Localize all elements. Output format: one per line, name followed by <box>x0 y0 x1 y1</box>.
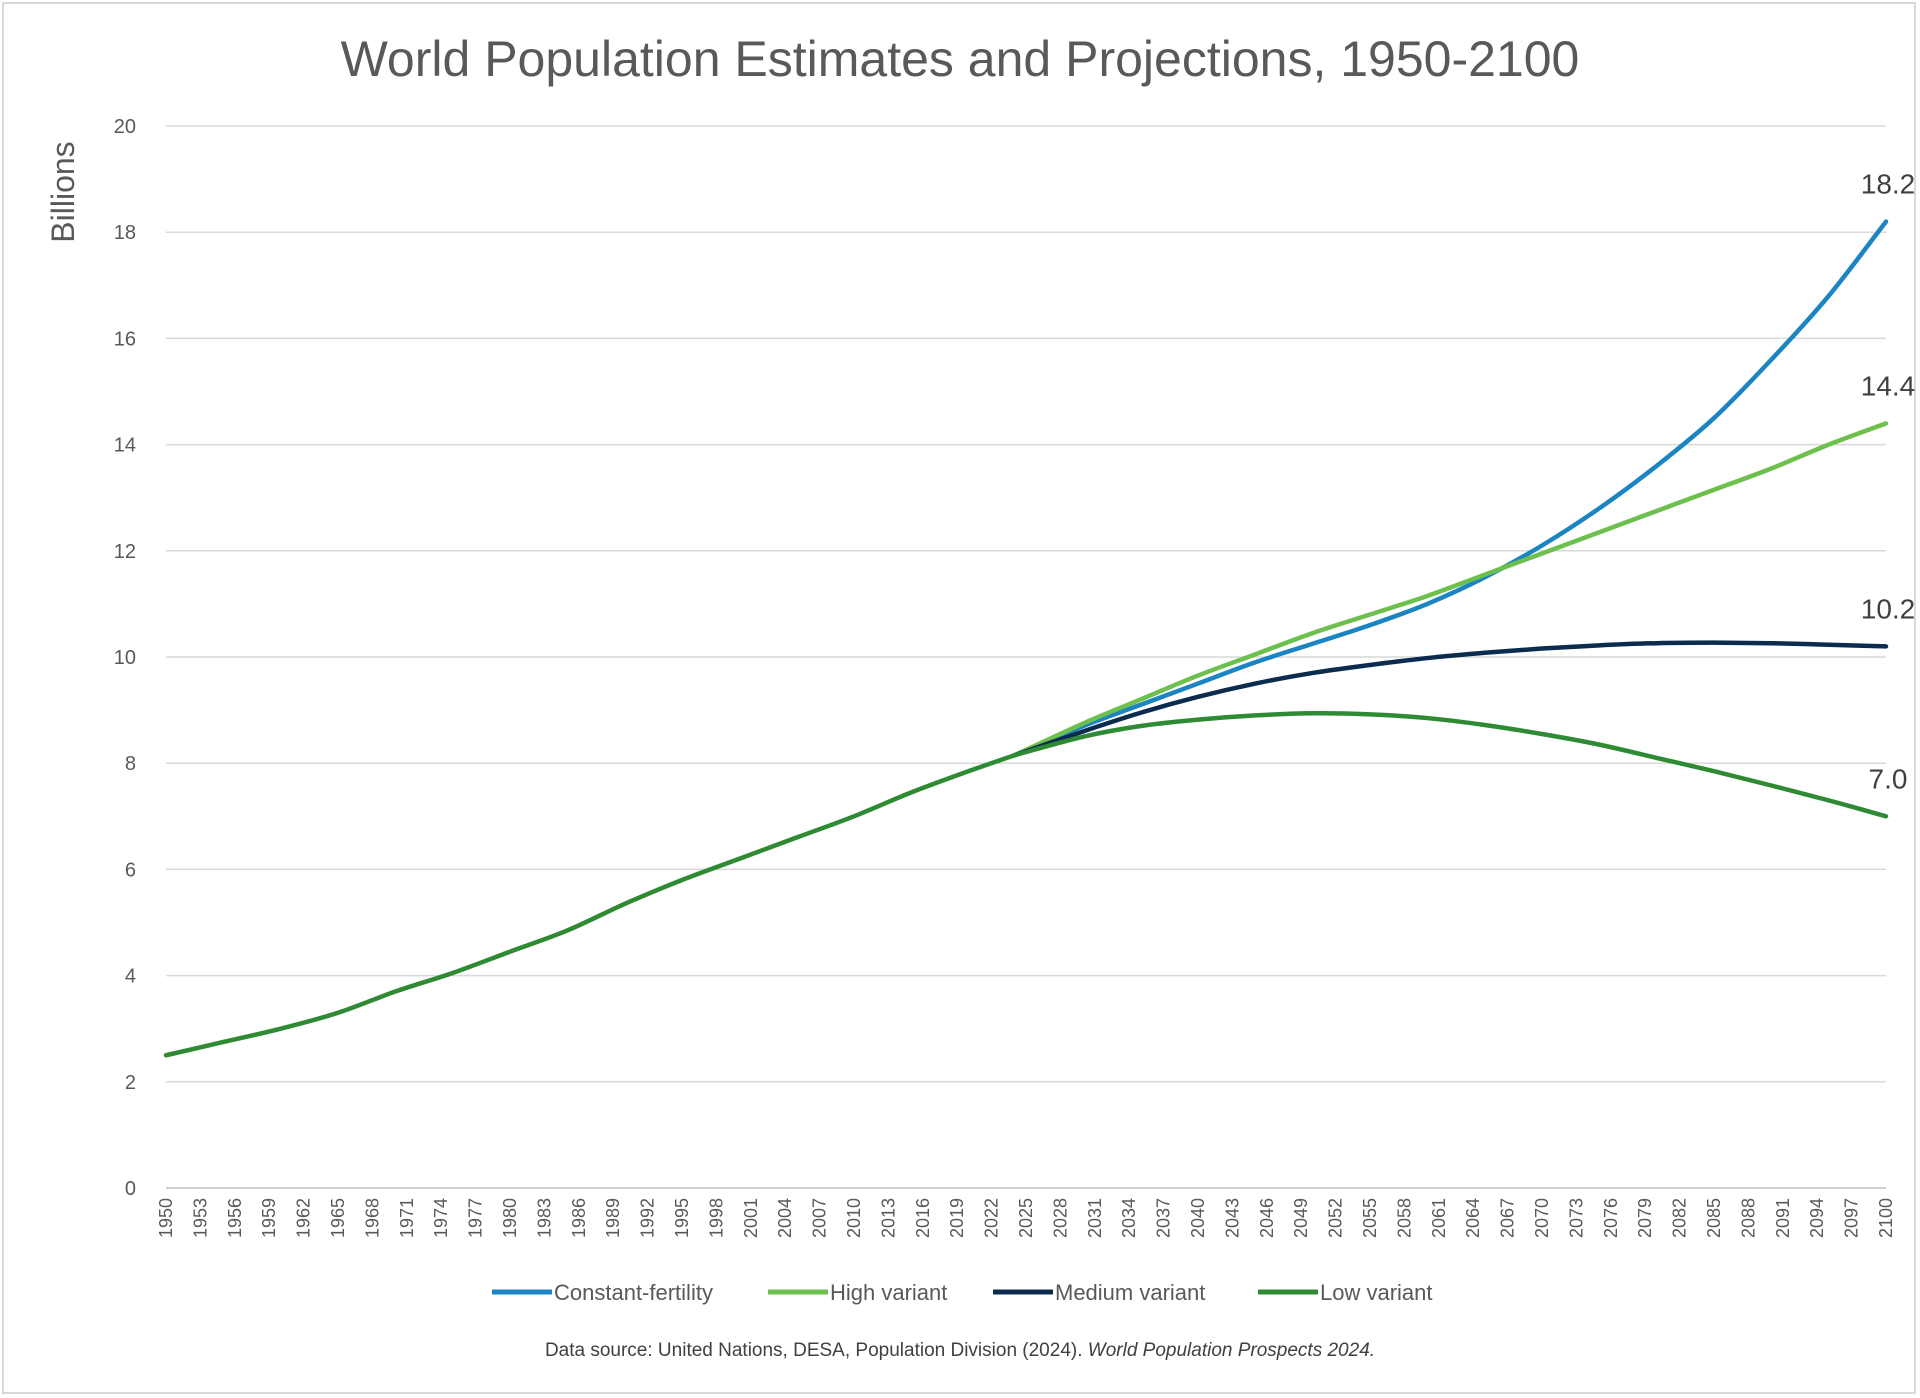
legend: Constant-fertility High variant Medium var… <box>492 1280 1433 1305</box>
x-tick-label: 2001 <box>741 1198 761 1238</box>
x-tick-label: 2079 <box>1635 1198 1655 1238</box>
legend-item-constant-fertility: Constant-fertility <box>492 1280 713 1305</box>
y-tick-label: 4 <box>125 966 136 988</box>
x-tick-label: 1998 <box>706 1198 726 1238</box>
x-tick-label: 2055 <box>1360 1198 1380 1238</box>
series-line-historical <box>163 752 1017 1058</box>
x-tick-label: 2025 <box>1016 1198 1036 1238</box>
y-tick-label: 12 <box>114 541 136 563</box>
x-tick-label: 1974 <box>431 1198 451 1238</box>
chart-title: World Population Estimates and Projectio… <box>341 31 1580 87</box>
x-tick-label: 1965 <box>328 1198 348 1238</box>
x-tick-label: 1956 <box>225 1198 245 1238</box>
x-tick-label: 2031 <box>1085 1198 1105 1238</box>
end-label-low-variant: 7.0 <box>1869 763 1908 794</box>
x-tick-label: 1992 <box>638 1198 658 1238</box>
x-tick-label: 1971 <box>397 1198 417 1238</box>
x-tick-label: 2007 <box>810 1198 830 1238</box>
x-tick-label: 2022 <box>982 1198 1002 1238</box>
x-tick-label: 2046 <box>1257 1198 1277 1238</box>
x-tick-label: 2064 <box>1463 1198 1483 1238</box>
x-tick-label: 1989 <box>603 1198 623 1238</box>
series-lines <box>163 219 1889 1058</box>
y-tick-label: 0 <box>125 1178 136 1200</box>
y-tick-label: 8 <box>125 753 136 775</box>
gridlines <box>166 125 1886 1189</box>
y-axis-label: Billions <box>45 141 81 242</box>
x-tick-label: 1983 <box>534 1198 554 1238</box>
y-tick-label: 6 <box>125 859 136 881</box>
y-tick-label: 14 <box>114 435 136 457</box>
x-tick-label: 2082 <box>1670 1198 1690 1238</box>
x-tick-label: 2100 <box>1876 1198 1896 1238</box>
series-line-medium-variant <box>1012 640 1889 758</box>
x-tick-label: 2016 <box>913 1198 933 1238</box>
x-tick-label: 2091 <box>1773 1198 1793 1238</box>
legend-label: Constant-fertility <box>554 1280 713 1305</box>
legend-item-low-variant: Low variant <box>1258 1280 1433 1305</box>
x-tick-label: 1959 <box>259 1198 279 1238</box>
x-tick-label: 2037 <box>1154 1198 1174 1238</box>
x-tick-label: 2094 <box>1807 1198 1827 1238</box>
x-tick-label: 2034 <box>1119 1198 1139 1238</box>
source-publication: World Population Prospects 2024. <box>1088 1340 1375 1361</box>
x-tick-label: 2052 <box>1326 1198 1346 1238</box>
y-tick-label: 2 <box>125 1072 136 1094</box>
y-axis-ticks: 0 2 4 6 8 10 12 14 16 18 20 <box>114 116 136 1200</box>
x-tick-label: 2010 <box>844 1198 864 1238</box>
y-tick-label: 16 <box>114 328 136 350</box>
x-tick-label: 2088 <box>1738 1198 1758 1238</box>
x-tick-label: 1986 <box>569 1198 589 1238</box>
x-tick-label: 2070 <box>1532 1198 1552 1238</box>
x-tick-label: 2004 <box>775 1198 795 1238</box>
x-tick-label: 1962 <box>294 1198 314 1238</box>
x-tick-label: 2058 <box>1394 1198 1414 1238</box>
x-tick-label: 1968 <box>362 1198 382 1238</box>
x-axis-ticks: 1950 1953 1956 1959 1962 1965 1968 1971 1974 1977… <box>156 1198 1896 1238</box>
data-source-note: Data source: United Nations, DESA, Popul… <box>545 1340 1375 1361</box>
end-label-constant-fertility: 18.2 <box>1861 169 1916 200</box>
end-value-labels: 18.2 14.4 10.2 7.0 <box>1861 169 1916 795</box>
x-tick-label: 2028 <box>1050 1198 1070 1238</box>
end-label-high-variant: 14.4 <box>1861 370 1916 401</box>
x-tick-label: 1980 <box>500 1198 520 1238</box>
x-tick-label: 2061 <box>1429 1198 1449 1238</box>
x-tick-label: 2076 <box>1601 1198 1621 1238</box>
x-tick-label: 2043 <box>1222 1198 1242 1238</box>
x-tick-label: 1977 <box>466 1198 486 1238</box>
x-tick-label: 2073 <box>1566 1198 1586 1238</box>
legend-label: High variant <box>830 1280 947 1305</box>
y-tick-label: 10 <box>114 647 136 669</box>
y-tick-label: 18 <box>114 222 136 244</box>
x-tick-label: 1950 <box>156 1198 176 1238</box>
x-tick-label: 2013 <box>878 1198 898 1238</box>
legend-label: Medium variant <box>1055 1280 1205 1305</box>
x-tick-label: 2049 <box>1291 1198 1311 1238</box>
x-tick-label: 2067 <box>1498 1198 1518 1238</box>
x-tick-label: 2040 <box>1188 1198 1208 1238</box>
legend-label: Low variant <box>1320 1280 1433 1305</box>
x-tick-label: 2097 <box>1842 1198 1862 1238</box>
source-prefix: Data source: United Nations, DESA, Popul… <box>545 1340 1088 1361</box>
x-tick-label: 1953 <box>190 1198 210 1238</box>
series-line-high-variant <box>1012 421 1889 758</box>
end-label-medium-variant: 10.2 <box>1861 593 1916 624</box>
series-line-low-variant <box>1012 711 1889 819</box>
legend-item-medium-variant: Medium variant <box>993 1280 1205 1305</box>
x-tick-label: 2085 <box>1704 1198 1724 1238</box>
x-tick-label: 2019 <box>947 1198 967 1238</box>
legend-item-high-variant: High variant <box>768 1280 947 1305</box>
y-tick-label: 20 <box>114 116 136 138</box>
series-line-constant-fertility <box>1012 219 1889 758</box>
x-tick-label: 1995 <box>672 1198 692 1238</box>
